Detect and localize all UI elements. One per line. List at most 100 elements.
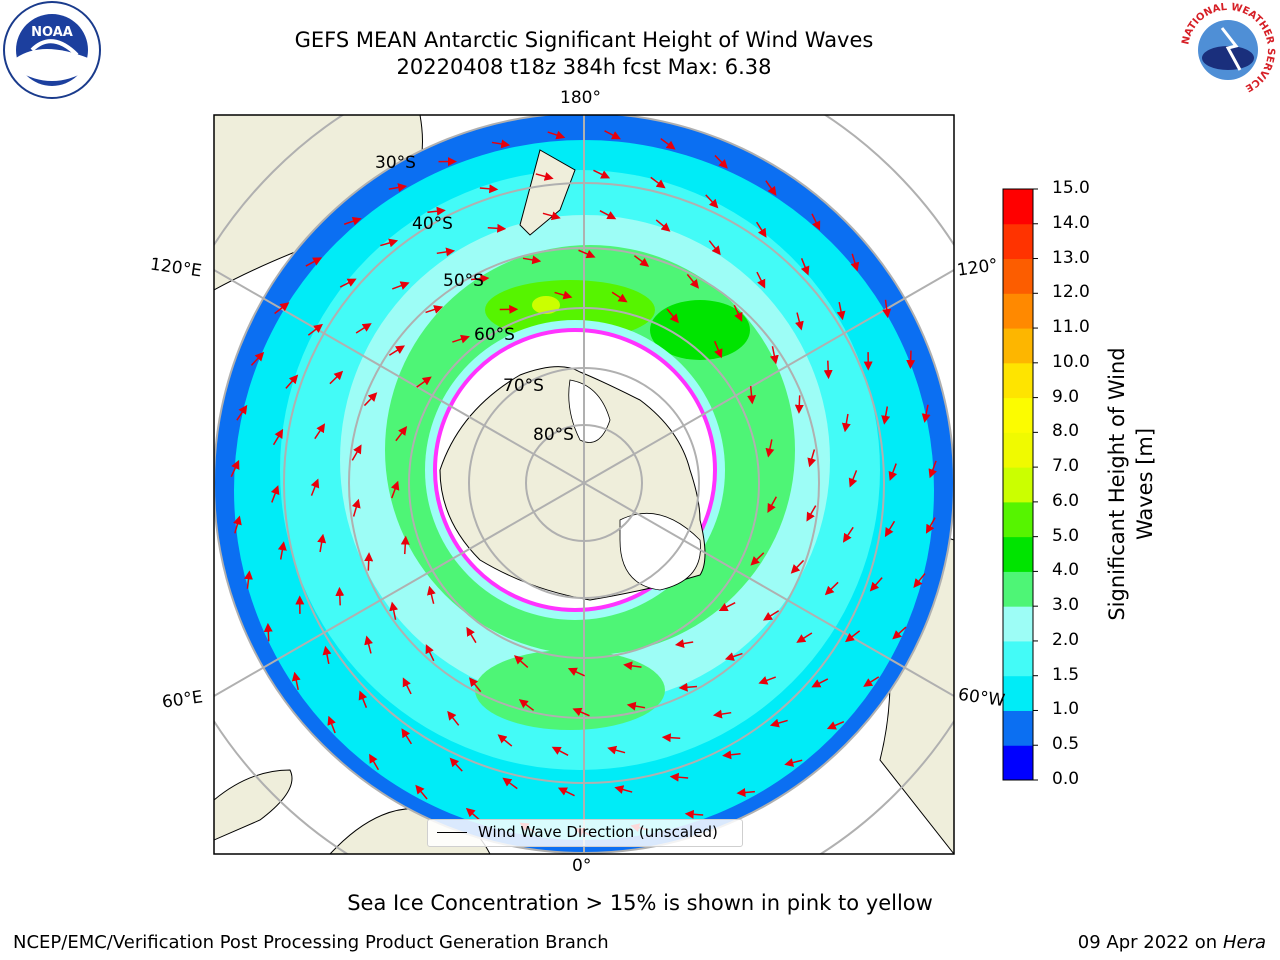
wave-direction-arrow xyxy=(826,720,845,730)
wave-direction-arrow xyxy=(557,787,575,797)
wave-direction-arrow xyxy=(547,130,566,140)
wave-direction-arrow xyxy=(845,630,861,643)
legend-line-swatch xyxy=(437,832,467,833)
wave-direction-arrow xyxy=(468,677,482,693)
wave-direction-arrow xyxy=(389,601,399,620)
wave-direction-arrow xyxy=(339,278,357,288)
wave-direction-arrow xyxy=(390,480,400,499)
wave-direction-arrow xyxy=(380,238,399,248)
wave-direction-arrow xyxy=(882,299,892,319)
wave-direction-arrow xyxy=(277,541,287,560)
colorbar-segment xyxy=(1003,571,1033,607)
wave-direction-arrow xyxy=(765,180,777,196)
wave-direction-arrow xyxy=(705,194,719,209)
wave-direction-arrow xyxy=(317,533,327,553)
wave-direction-arrow xyxy=(848,470,858,488)
wave-direction-arrow xyxy=(736,787,755,797)
wave-direction-arrow xyxy=(850,253,860,272)
wave-direction-arrow xyxy=(765,439,775,458)
wave-direction-arrow xyxy=(426,585,436,604)
colorbar-tick-label: 9.0 xyxy=(1052,386,1080,407)
wave-direction-arrow xyxy=(401,728,413,745)
wave-direction-arrow xyxy=(351,444,362,461)
wave-direction-arrow xyxy=(767,496,777,513)
wave-direction-arrow xyxy=(921,404,931,423)
lon-label-bottom: 0° xyxy=(572,856,592,876)
lat-label-40s: 40°S xyxy=(412,214,453,234)
wave-direction-arrow xyxy=(614,785,633,794)
wave-direction-arrow xyxy=(747,385,757,405)
wave-direction-arrow xyxy=(650,176,666,189)
colorbar-tick-label: 8.0 xyxy=(1052,421,1080,442)
wave-direction-arrow xyxy=(824,581,839,596)
wave-direction-arrow xyxy=(388,183,408,192)
wave-direction-arrow xyxy=(660,138,676,150)
colorbar-segment xyxy=(1003,432,1033,468)
colorbar-segment xyxy=(1003,745,1033,781)
colorbar-segment xyxy=(1003,189,1033,225)
colorbar-tick-label: 7.0 xyxy=(1052,456,1080,477)
wave-direction-arrow xyxy=(274,302,290,315)
colorbar-tick-label: 5.0 xyxy=(1052,525,1080,546)
wave-direction-arrow xyxy=(790,559,805,574)
wave-direction-arrow xyxy=(452,334,470,344)
lat-label-60s: 60°S xyxy=(474,325,515,345)
wave-direction-arrow xyxy=(436,247,456,257)
wave-direction-arrow xyxy=(567,667,585,677)
lat-label-50s: 50°S xyxy=(443,271,484,291)
wave-direction-arrow xyxy=(925,517,936,534)
colorbar-segment xyxy=(1003,606,1033,642)
footer-branch: NCEP/EMC/Verification Post Processing Pr… xyxy=(13,932,609,953)
wave-direction-arrow xyxy=(395,426,408,442)
wave-direction-arrow xyxy=(270,485,280,503)
wave-direction-arrow xyxy=(416,376,432,388)
national-weather-service-logo-icon: NATIONAL WEATHER SERVICE xyxy=(1180,2,1276,98)
wave-direction-arrow xyxy=(669,772,689,782)
wave-direction-arrow xyxy=(470,274,490,284)
colorbar-segment xyxy=(1003,675,1033,711)
lat-label-80s: 80°S xyxy=(533,425,574,445)
noaa-logo-icon: NOAA xyxy=(3,1,101,99)
wind-wave-direction-arrows xyxy=(230,130,938,837)
wave-direction-arrow xyxy=(425,644,435,662)
colorbar-tick-label: 1.0 xyxy=(1052,699,1080,720)
wave-direction-arrow xyxy=(796,632,813,643)
wave-direction-arrow xyxy=(425,305,444,314)
colorbar-tick-label: 4.0 xyxy=(1052,560,1080,581)
wave-direction-arrow xyxy=(466,626,477,644)
colorbar-segment xyxy=(1003,710,1033,746)
colorbar-segment xyxy=(1003,293,1033,329)
colorbar-segment xyxy=(1003,223,1033,260)
lon-label-top: 180° xyxy=(560,88,601,108)
wave-direction-arrow xyxy=(758,676,776,685)
wave-direction-arrow xyxy=(599,209,617,220)
wave-direction-arrow xyxy=(263,622,273,642)
colorbar-segment xyxy=(1003,501,1033,538)
colorbar-segment xyxy=(1003,328,1033,364)
wave-direction-arrow xyxy=(236,404,248,421)
wave-direction-arrow xyxy=(351,498,361,517)
colorbar-title-line2: Waves [m] xyxy=(1133,427,1157,541)
wave-direction-arrow xyxy=(479,184,499,194)
colorbar-title-line1: Significant Height of Wind xyxy=(1105,347,1129,621)
wave-direction-arrow xyxy=(343,216,362,226)
wave-direction-arrow xyxy=(674,639,694,648)
footer-date: 09 Apr 2022 on Hera xyxy=(1078,932,1266,953)
footer-date-text: 09 Apr 2022 on xyxy=(1077,932,1223,953)
wave-direction-arrow xyxy=(542,211,561,221)
wave-direction-arrow xyxy=(755,221,767,238)
wave-direction-arrow xyxy=(388,345,405,356)
colorbar-tick-label: 0.5 xyxy=(1052,734,1080,755)
wave-direction-arrow xyxy=(712,709,732,719)
lat-label-30s: 30°S xyxy=(375,153,416,173)
wave-direction-arrow xyxy=(626,701,646,711)
wave-direction-arrow xyxy=(392,281,410,290)
wave-direction-arrow xyxy=(322,645,332,665)
wave-direction-arrow xyxy=(572,707,590,717)
wave-direction-arrow xyxy=(763,610,780,621)
wave-direction-arrow xyxy=(355,323,372,334)
wave-direction-arrow xyxy=(666,308,679,324)
wave-direction-arrow xyxy=(291,671,301,691)
wave-direction-arrow xyxy=(233,515,242,534)
